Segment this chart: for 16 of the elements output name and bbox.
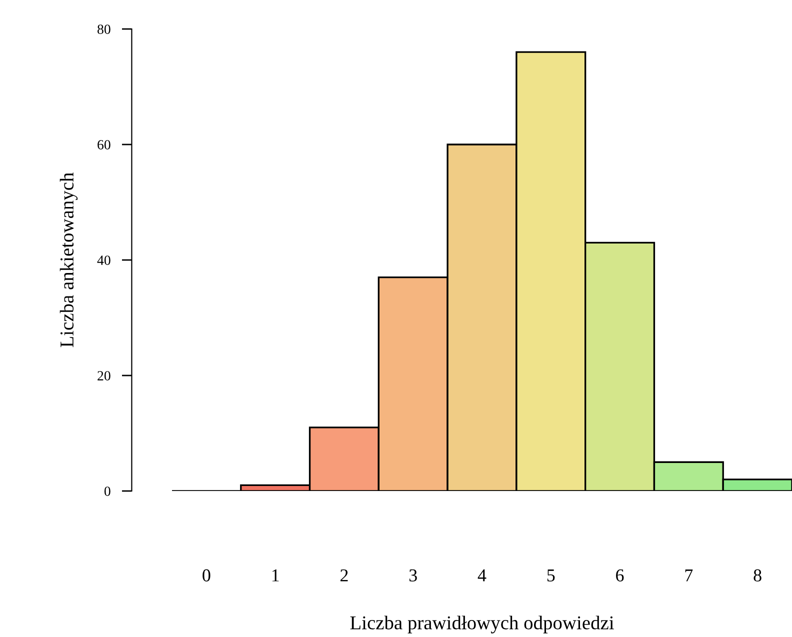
x-tick-label: 4 <box>478 569 486 582</box>
x-tick-label: 3 <box>409 569 417 582</box>
y-tick-label: 40 <box>97 256 110 265</box>
x-tick-label: 8 <box>754 569 762 582</box>
x-tick-label: 0 <box>202 569 210 582</box>
y-tick-label: 60 <box>98 140 110 150</box>
x-tick-label: 6 <box>616 569 624 582</box>
x-tick-label: 5 <box>547 569 555 582</box>
y-tick-label: 20 <box>98 371 110 380</box>
x-tick-label: 2 <box>340 569 348 582</box>
y-tick-label: 80 <box>98 24 110 34</box>
x-tick-label: 7 <box>685 569 693 582</box>
x-tick-label: 1 <box>272 569 279 582</box>
y-tick-label: 0 <box>104 486 110 496</box>
y-axis-title: Liczba ankietowanych <box>60 172 78 348</box>
x-axis-title: Liczba prawidłowych odpowiedzi <box>350 616 614 634</box>
